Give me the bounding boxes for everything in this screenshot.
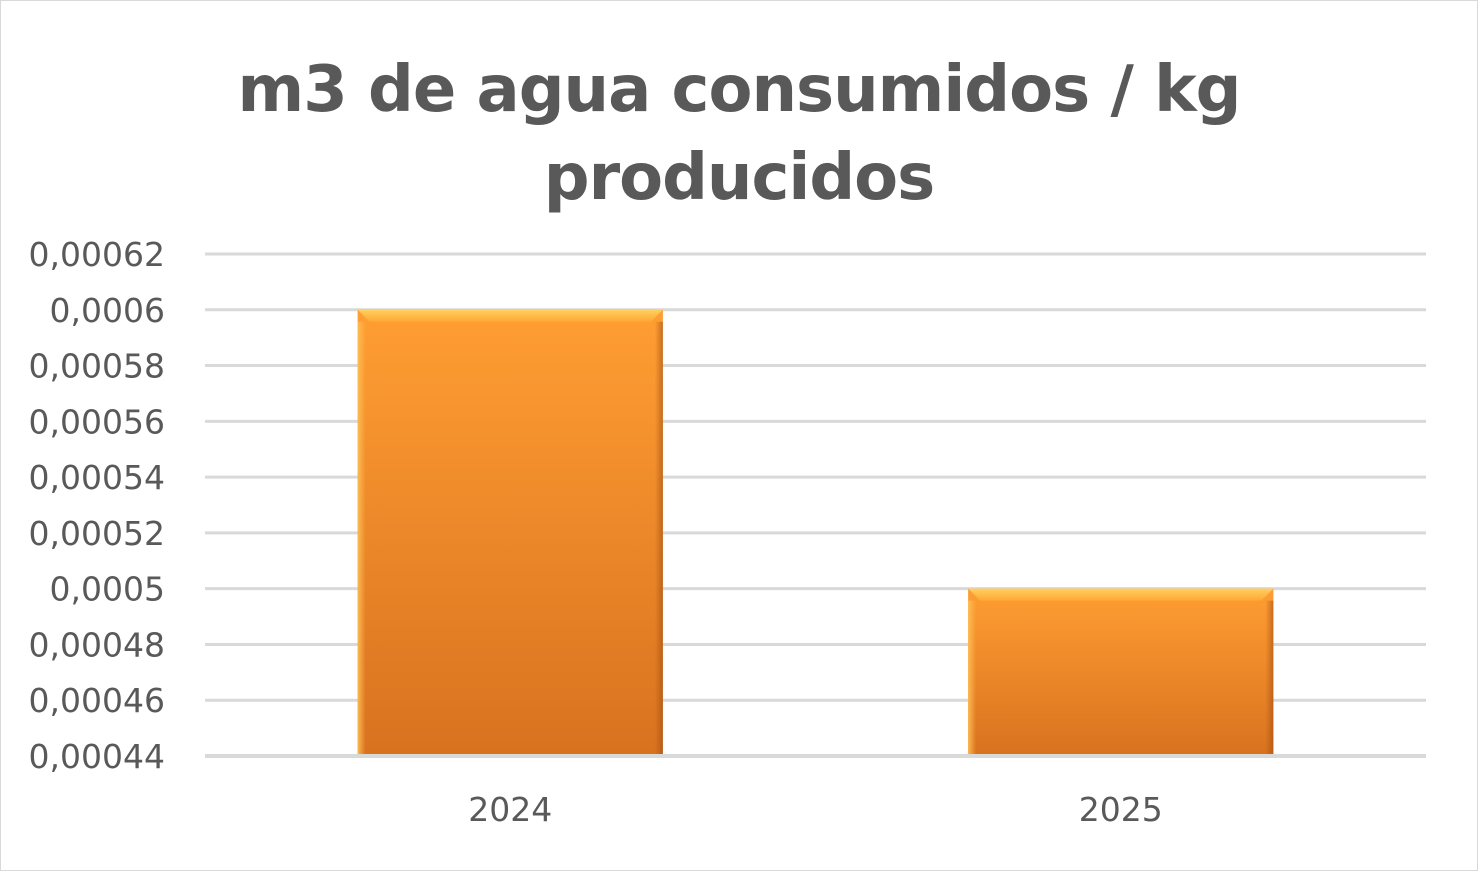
chart-title-line-1: m3 de agua consumidos / kg — [237, 53, 1242, 127]
x-axis-ticks: 2024 2025 — [468, 790, 1162, 829]
y-tick-label: 0,00056 — [29, 402, 165, 441]
x-tick-label: 2025 — [1079, 790, 1163, 829]
y-tick-label: 0,00044 — [29, 737, 165, 776]
y-tick-label: 0,00058 — [29, 347, 165, 386]
y-tick-label: 0,00048 — [29, 625, 165, 664]
y-tick-label: 0,00054 — [29, 458, 165, 497]
bar-2024 — [357, 309, 663, 754]
bar-bevel-top — [357, 309, 663, 322]
bar-body — [357, 309, 663, 754]
bar-body — [968, 588, 1274, 754]
y-axis-ticks: 0,00044 0,00046 0,00048 0,0005 0,00052 0,0005… — [29, 235, 165, 776]
y-tick-label: 0,00046 — [29, 681, 165, 720]
y-tick-label: 0,0006 — [50, 291, 165, 330]
y-tick-label: 0,00062 — [29, 235, 165, 274]
x-tick-label: 2024 — [468, 790, 552, 829]
bar-2025 — [968, 588, 1274, 754]
bar-edge-right — [654, 321, 663, 754]
chart-title: m3 de agua consumidos / kg producidos — [0, 46, 1478, 222]
bar-edge-left — [357, 321, 366, 754]
bar-bevel-top — [968, 588, 1274, 601]
bar-edge-left — [968, 600, 977, 754]
bar-edge-right — [1265, 600, 1274, 754]
bars — [357, 309, 1274, 754]
chart-title-line-2: producidos — [543, 141, 935, 215]
y-tick-label: 0,00052 — [29, 514, 165, 553]
y-tick-label: 0,0005 — [50, 570, 165, 609]
